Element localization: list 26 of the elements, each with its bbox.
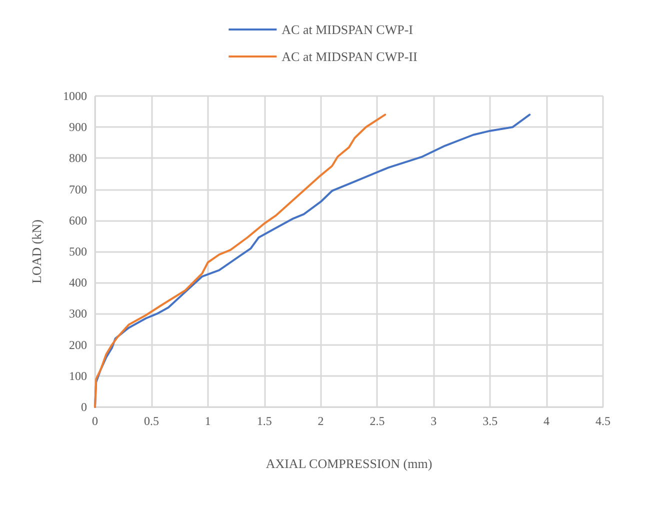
- y-tick-label: 1000: [63, 89, 87, 103]
- x-tick-label: 1: [204, 414, 211, 428]
- y-tick-label: 200: [69, 338, 87, 352]
- x-tick-label: 0: [92, 414, 98, 428]
- y-tick-label: 900: [69, 120, 87, 134]
- x-tick-label: 1.5: [256, 414, 272, 428]
- x-tick-label: 4: [544, 414, 550, 428]
- y-tick-label: 300: [69, 306, 87, 321]
- y-axis-title: LOAD (kN): [29, 220, 44, 284]
- y-tick-label: 0: [81, 400, 87, 414]
- x-tick-label: 2: [318, 414, 324, 428]
- x-tick-label: 0.5: [144, 414, 159, 428]
- legend-label: AC at MIDSPAN CWP-I: [282, 22, 414, 37]
- y-tick-label: 500: [69, 244, 87, 258]
- x-tick-label: 3: [430, 414, 437, 428]
- y-tick-label: 800: [69, 151, 87, 166]
- line-series: [94, 114, 386, 408]
- x-tick-label: 2.5: [370, 414, 385, 428]
- y-tick-label: 400: [69, 276, 87, 290]
- x-tick-label: 3.5: [482, 414, 498, 428]
- x-tick-label: 4.5: [596, 414, 610, 428]
- x-axis-title: AXIAL COMPRESSION (mm): [266, 456, 432, 471]
- y-tick-label: 100: [69, 368, 87, 383]
- legend-label: AC at MIDSPAN CWP-II: [282, 49, 418, 64]
- y-tick-label: 700: [69, 182, 87, 196]
- y-tick-label: 600: [69, 213, 87, 228]
